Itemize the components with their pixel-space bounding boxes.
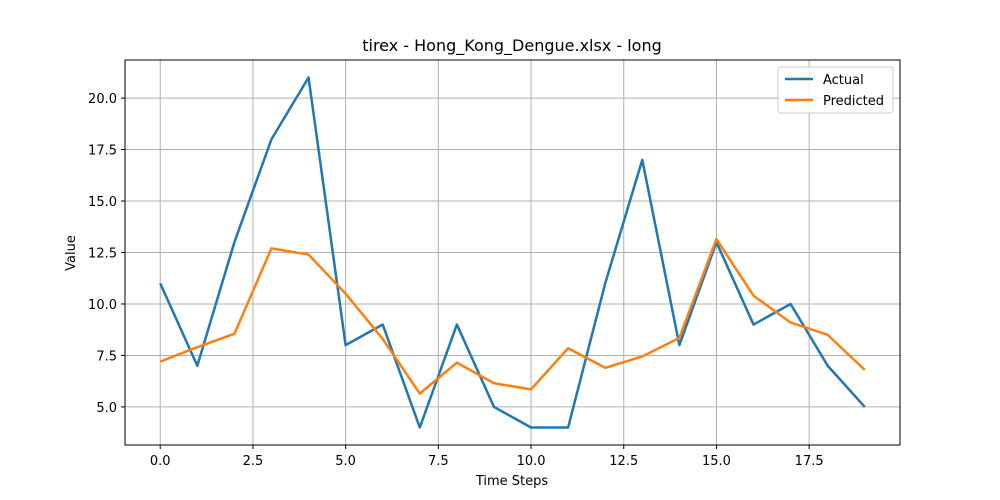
x-tick-label: 10.0: [517, 454, 546, 469]
series-line-predicted: [159, 237, 866, 395]
x-tick-label: 15.0: [702, 454, 731, 469]
y-tick-label: 10.0: [88, 298, 117, 313]
y-axis-label: Value: [64, 235, 79, 271]
chart-title: tirex - Hong_Kong_Dengue.xlsx - long: [362, 36, 662, 56]
legend-label-predicted: Predicted: [823, 94, 884, 109]
series-line-actual: [159, 76, 866, 429]
y-axis-ticks: 5.0 7.5 10.0 12.5 15.0 17.5 20.0: [88, 92, 125, 416]
x-axis-label: Time Steps: [475, 474, 549, 489]
y-tick-label: 15.0: [88, 195, 117, 210]
x-tick-label: 0.0: [150, 454, 171, 469]
y-tick-label: 5.0: [96, 401, 117, 416]
x-tick-label: 7.5: [428, 454, 449, 469]
x-tick-label: 2.5: [243, 454, 264, 469]
x-tick-label: 12.5: [609, 454, 638, 469]
x-axis-ticks: 0.0 2.5 5.0 7.5 10.0 12.5 15.0 17.5: [150, 445, 824, 469]
x-tick-label: 17.5: [795, 454, 824, 469]
legend-label-actual: Actual: [823, 73, 864, 88]
grid: [125, 60, 900, 445]
x-tick-label: 5.0: [335, 454, 356, 469]
y-tick-label: 7.5: [96, 349, 117, 364]
y-tick-label: 17.5: [88, 144, 117, 159]
legend: Actual Predicted: [777, 66, 894, 114]
y-tick-label: 20.0: [88, 92, 117, 107]
y-tick-label: 12.5: [88, 247, 117, 262]
series-lines: [159, 76, 866, 429]
